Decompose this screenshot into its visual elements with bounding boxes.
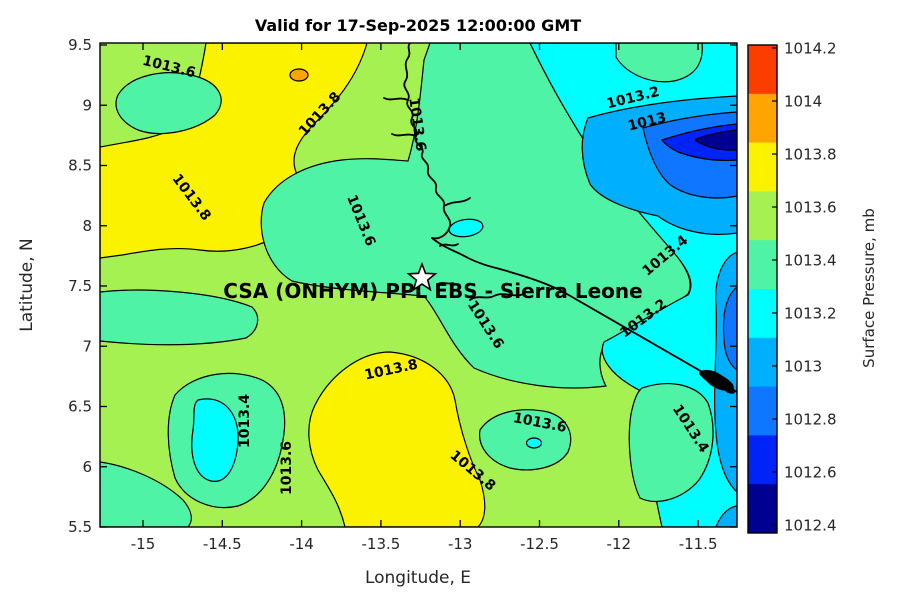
coastline-branch-3 bbox=[443, 197, 471, 207]
x-tick-label: -12.5 bbox=[520, 535, 559, 553]
colorbar-tick-label: 1012.8 bbox=[784, 411, 837, 429]
x-tick-label: -14 bbox=[289, 535, 314, 553]
coastline-shore-path bbox=[431, 237, 561, 291]
region-cyan-small-dot bbox=[525, 437, 543, 449]
contour-value-label: 1013.4 bbox=[237, 394, 253, 448]
contour-value-label: 1013.6 bbox=[279, 441, 295, 495]
region-cyan-bottomleft-blob bbox=[191, 398, 239, 482]
colorbar-band bbox=[748, 289, 777, 339]
region-yellow-ridge-south bbox=[308, 351, 486, 527]
island-small bbox=[724, 383, 735, 394]
colorbar-tick-label: 1014 bbox=[784, 93, 822, 111]
colorbar-tick-label: 1014.2 bbox=[784, 40, 837, 58]
colorbar-tick-label: 1013 bbox=[784, 358, 822, 376]
colorbar-title: Surface Pressure, mb bbox=[860, 208, 878, 368]
colorbar-border bbox=[747, 44, 778, 534]
region-spring-green-bottomleft-corner bbox=[100, 461, 192, 527]
region-medium-blue-right-band bbox=[722, 286, 737, 371]
x-tick-labels: -15 -14.5 -14 -13.5 -13 -12.5 -12 -11.5 bbox=[131, 535, 718, 553]
coastline-branch-2 bbox=[391, 133, 417, 137]
contour-value-label: 1013.6 bbox=[405, 97, 428, 153]
y-tick-label: 8.5 bbox=[68, 157, 92, 175]
coastline-layer bbox=[383, 43, 737, 394]
colorbar-tick-label: 1013.4 bbox=[784, 252, 837, 270]
axis-ticks bbox=[100, 43, 737, 528]
colorbar-tick-labels: 1014.2 1014 1013.8 1013.6 1013.4 1013.2 1013 10… bbox=[772, 40, 837, 535]
colorbar-tick-label: 1013.8 bbox=[784, 146, 837, 164]
colorbar-band bbox=[748, 142, 777, 192]
colorbar-band bbox=[748, 240, 777, 290]
site-star-marker bbox=[406, 261, 438, 292]
coastline-rivers-path bbox=[403, 43, 452, 240]
colorbar-band bbox=[748, 191, 777, 241]
y-tick-label: 6.5 bbox=[68, 398, 92, 416]
region-spring-green-south-blob bbox=[479, 409, 572, 471]
x-tick-label: -13.5 bbox=[361, 535, 400, 553]
y-tick-label: 9.5 bbox=[68, 36, 92, 54]
colorbar-band bbox=[748, 435, 777, 485]
colorbar-band bbox=[748, 386, 777, 436]
coastline-branch-1 bbox=[383, 97, 409, 101]
x-tick-label: -11.5 bbox=[679, 535, 718, 553]
colorbar-band bbox=[748, 337, 777, 388]
x-tick-label: -12 bbox=[607, 535, 632, 553]
x-tick-label: -15 bbox=[131, 535, 156, 553]
site-annotation: CSA (ONHYM) PPL EBS - Sierra Leone bbox=[223, 279, 642, 303]
region-navy-low-core bbox=[695, 129, 737, 151]
y-tick-label: 6 bbox=[82, 458, 92, 476]
colorbar-tick-label: 1012.6 bbox=[784, 464, 837, 482]
colorbar-tick-label: 1013.6 bbox=[784, 199, 837, 217]
region-orange-high-spot bbox=[289, 68, 309, 82]
x-tick-label: -14.5 bbox=[203, 535, 242, 553]
y-axis-label: Latitude, N bbox=[17, 238, 37, 332]
region-spring-green-topleft-blob bbox=[115, 72, 222, 135]
x-axis-label: Longitude, E bbox=[365, 568, 471, 588]
coastal-specks-1 bbox=[437, 243, 525, 301]
colorbar-band bbox=[748, 93, 777, 144]
plot-title: Valid for 17-Sep-2025 12:00:00 GMT bbox=[255, 16, 581, 35]
y-tick-labels: 9.5 9 8.5 8 7.5 7 6.5 6 5.5 bbox=[68, 36, 92, 536]
y-tick-label: 9 bbox=[82, 96, 92, 114]
region-light-blue-bottomright-corner bbox=[715, 505, 737, 527]
y-tick-label: 5.5 bbox=[68, 518, 92, 536]
colorbar-band bbox=[748, 45, 777, 95]
y-tick-label: 7.5 bbox=[68, 277, 92, 295]
y-tick-label: 7 bbox=[82, 337, 92, 355]
region-spring-green-southeast-lobe bbox=[628, 383, 714, 502]
colorbar bbox=[748, 45, 777, 534]
contour-region-layer bbox=[100, 43, 737, 527]
x-tick-label: -13 bbox=[448, 535, 473, 553]
region-spring-green-left-tongue bbox=[100, 289, 259, 346]
colorbar-tick-label: 1013.2 bbox=[784, 305, 837, 323]
y-tick-label: 8 bbox=[82, 217, 92, 235]
plot-box bbox=[99, 42, 738, 528]
region-spring-green-topright-blob bbox=[615, 43, 703, 83]
colorbar-tick-label: 1012.4 bbox=[784, 517, 837, 535]
colorbar-band bbox=[748, 484, 777, 534]
